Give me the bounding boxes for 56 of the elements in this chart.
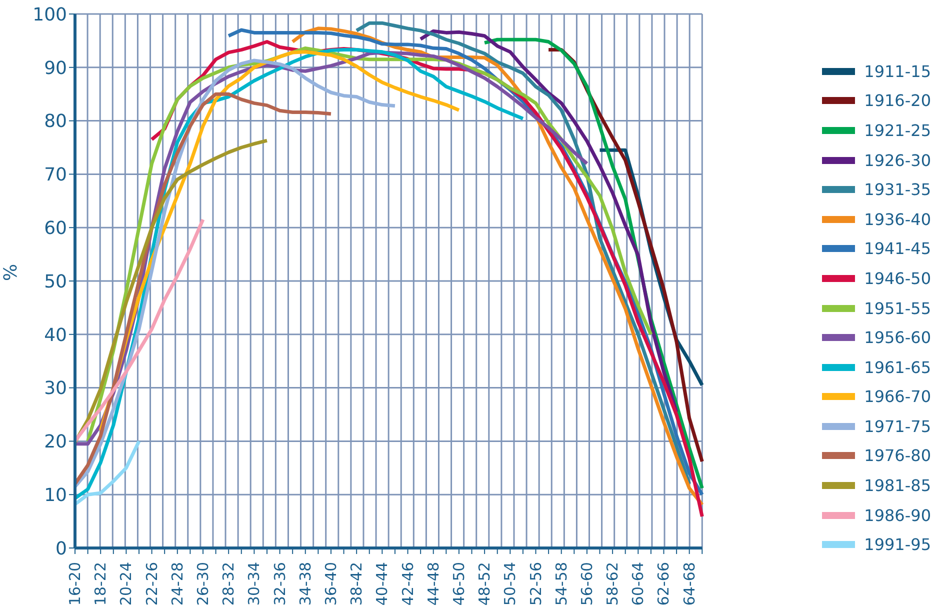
x-tick-label: 20-24	[117, 562, 136, 606]
y-tick-label: 90	[44, 58, 67, 79]
x-tick-label: 38-42	[348, 562, 366, 606]
y-tick-label: 80	[44, 111, 67, 132]
x-tick-label: 54-58	[552, 562, 570, 606]
legend-label: 1911-15	[864, 62, 931, 81]
x-tick-label: 48-52	[476, 562, 494, 606]
x-tick-label: 64-68	[680, 562, 698, 606]
x-tick-label: 34-38	[296, 562, 314, 606]
legend-label: 1946-50	[864, 268, 931, 288]
y-tick-label: 40	[44, 324, 67, 346]
x-tick-label: 44-48	[424, 562, 442, 606]
legend-label: 1936-40	[864, 210, 931, 229]
y-tick-label: 10	[44, 484, 67, 506]
legend-label: 1941-45	[864, 239, 931, 258]
x-tick-label: 30-34	[245, 562, 264, 606]
legend-label: 1991-95	[864, 535, 931, 554]
y-tick-label: 100	[32, 4, 67, 26]
line-series	[418, 29, 678, 414]
x-tick-label: 52-56	[526, 562, 545, 606]
legend-label: 1931-35	[864, 180, 931, 200]
legend-label: 1966-70	[864, 387, 931, 406]
x-tick-label: 56-60	[578, 562, 596, 606]
x-tick-label: 46-50	[450, 562, 468, 606]
x-tick-label: 42-46	[398, 562, 417, 606]
x-tick-label: 40-44	[373, 562, 392, 606]
legend-label: 1971-75	[864, 416, 931, 436]
x-tick-label: 36-40	[322, 562, 340, 606]
x-tick-label: 50-54	[501, 562, 520, 606]
x-tick-label: 58-62	[604, 562, 622, 606]
y-tick-label: 0	[56, 538, 67, 560]
legend-label: 1981-85	[864, 476, 931, 496]
x-tick-label: 62-66	[654, 562, 673, 606]
legend-label: 1916-20	[864, 91, 931, 110]
y-tick-label: 70	[44, 164, 67, 186]
legend-label: 1926-30	[864, 150, 931, 170]
x-tick-label: 28-32	[220, 562, 238, 606]
legend-label: 1986-90	[864, 506, 931, 525]
line-series	[354, 21, 692, 486]
y-axis-title: %	[0, 264, 22, 281]
x-tick-label: 18-22	[92, 562, 110, 606]
legend-label: 1921-25	[864, 120, 931, 140]
y-tick-label: 30	[44, 378, 67, 400]
y-tick-label: 60	[44, 218, 67, 239]
x-tick-label: 24-28	[168, 562, 186, 606]
legend-label: 1951-55	[864, 298, 931, 318]
x-tick-label: 32-36	[270, 562, 289, 606]
legend-label: 1961-65	[864, 358, 931, 377]
y-tick-label: 50	[44, 271, 67, 292]
x-tick-label: 16-20	[66, 562, 84, 606]
x-tick-label: 60-64	[629, 562, 648, 606]
legend-label: 1976-80	[864, 446, 931, 466]
x-tick-label: 22-26	[142, 562, 161, 606]
y-tick-label: 20	[44, 432, 67, 453]
legend-label: 1956-60	[864, 328, 931, 348]
x-tick-label: 26-30	[194, 562, 212, 606]
